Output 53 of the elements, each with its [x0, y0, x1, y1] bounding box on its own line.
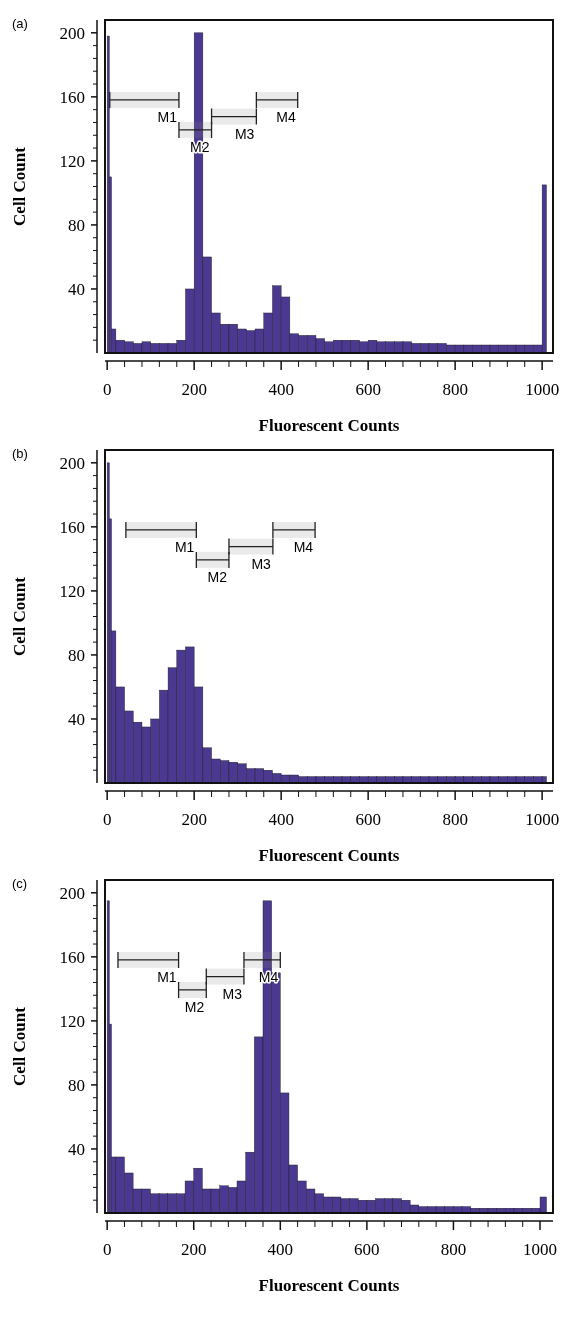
band-label: M4: [276, 108, 296, 125]
x-tick-label: 1000: [523, 1240, 558, 1259]
x-tick-label: 200: [181, 810, 207, 829]
band-label: M1: [174, 538, 195, 555]
x-tick-label: 0: [102, 1240, 112, 1259]
x-axis-title: Fluorescent Counts: [258, 846, 400, 865]
chart-title: (c): [12, 876, 28, 891]
band-label: M1: [157, 108, 178, 125]
x-tick-label: 400: [268, 380, 294, 399]
y-axis-title: Cell Count: [10, 576, 29, 656]
x-tick-label: 200: [181, 380, 207, 399]
x-tick-label: 800: [442, 380, 468, 399]
y-tick-label: 40: [68, 709, 85, 729]
chart-title: (a): [12, 16, 28, 31]
x-tick-label: 0: [102, 810, 112, 829]
x-tick-label: 200: [180, 1240, 207, 1259]
band-label: M3: [222, 985, 243, 1002]
x-tick-label: 1000: [525, 380, 560, 399]
band-label: M1: [157, 968, 177, 985]
y-tick-label: 40: [68, 279, 85, 299]
y-tick-label: 200: [59, 883, 85, 903]
chart-title: (b): [12, 446, 28, 461]
y-axis-title: Cell Count: [10, 1006, 29, 1086]
y-tick-label: 160: [59, 517, 85, 537]
y-tick-label: 120: [59, 581, 85, 601]
y-tick-label: 80: [68, 1075, 85, 1095]
band-label: M2: [207, 568, 228, 585]
y-tick-label: 200: [59, 453, 85, 473]
x-tick-label: 600: [355, 810, 381, 829]
x-tick-label: 0: [102, 380, 112, 399]
y-tick-label: 80: [68, 645, 85, 665]
y-tick-label: 200: [59, 23, 85, 43]
y-tick-label: 80: [68, 215, 85, 235]
band-label: M3: [234, 125, 255, 142]
x-tick-label: 400: [267, 1240, 294, 1259]
x-tick-label: 400: [268, 810, 294, 829]
x-axis-title: Fluorescent Counts: [258, 416, 400, 435]
band-label: M4: [293, 538, 314, 555]
y-tick-label: 160: [59, 87, 85, 107]
y-tick-label: 120: [59, 1011, 85, 1031]
x-tick-label: 1000: [525, 810, 560, 829]
x-tick-label: 600: [355, 380, 381, 399]
x-axis-title: Fluorescent Counts: [258, 1276, 400, 1295]
x-tick-label: 600: [354, 1240, 380, 1259]
band-label: M2: [190, 138, 210, 155]
band-label: M2: [184, 998, 205, 1015]
band-label: M3: [251, 555, 272, 572]
x-tick-label: 800: [442, 810, 468, 829]
y-tick-label: 120: [59, 151, 85, 171]
y-tick-label: 40: [68, 1139, 85, 1159]
x-tick-label: 800: [440, 1240, 467, 1259]
y-tick-label: 160: [59, 947, 85, 967]
y-axis-title: Cell Count: [10, 146, 29, 226]
